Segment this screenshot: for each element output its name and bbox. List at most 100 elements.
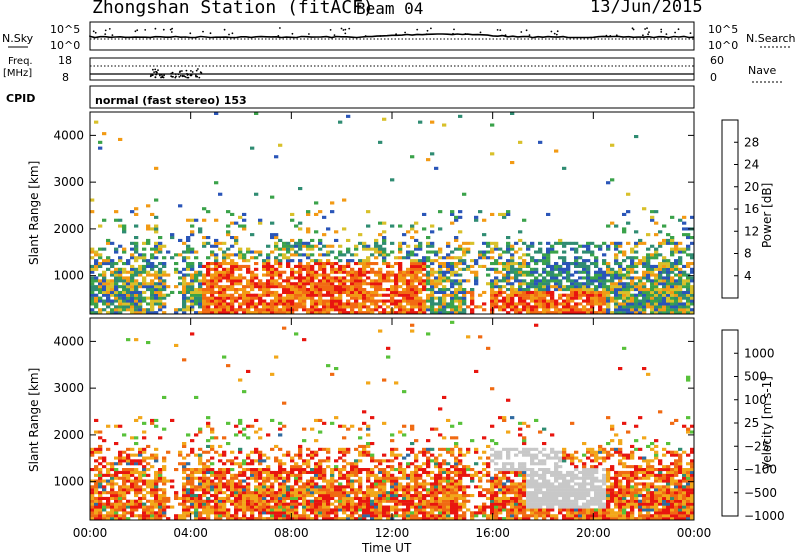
- velocity-cell: [318, 459, 323, 463]
- velocity-cell: [262, 476, 267, 480]
- power-cell: [542, 302, 547, 306]
- velocity-cell: [258, 473, 263, 477]
- velocity-cell: [214, 476, 219, 480]
- power-cell: [450, 210, 455, 214]
- velocity-cell: [378, 482, 383, 486]
- velocity-cell: [210, 488, 215, 492]
- power-cell: [562, 302, 567, 306]
- power-cell: [570, 262, 575, 266]
- nsky-point: [500, 34, 503, 37]
- velocity-cell: [430, 470, 435, 474]
- velocity-cell: [438, 470, 443, 474]
- power-cell: [462, 259, 467, 263]
- velocity-cell: [414, 494, 419, 498]
- power-cell: [402, 256, 407, 260]
- velocity-cell: [282, 326, 287, 330]
- power-cell: [590, 250, 595, 254]
- velocity-cell: [274, 496, 279, 500]
- power-cell: [186, 273, 191, 277]
- power-cell: [346, 279, 351, 283]
- power-cell: [190, 250, 195, 254]
- power-cell: [526, 293, 531, 297]
- velocity-cell: [190, 470, 195, 474]
- power-cell: [102, 276, 107, 280]
- power-cell: [250, 299, 255, 303]
- power-cell: [210, 279, 215, 283]
- power-cell: [554, 250, 559, 254]
- velocity-cell: [338, 476, 343, 480]
- velocity-cell: [510, 482, 515, 486]
- velocity-cell: [182, 470, 187, 474]
- velocity-cell: [94, 502, 99, 506]
- velocity-cell: [218, 476, 223, 480]
- velocity-cell: [530, 508, 535, 512]
- velocity-cell: [222, 453, 227, 457]
- power-cell: [382, 276, 387, 280]
- power-cell: [602, 293, 607, 297]
- velocity-cell: [178, 496, 183, 500]
- power-cell: [214, 279, 219, 283]
- power-cell: [118, 267, 123, 271]
- velocity-cell: [106, 511, 111, 515]
- velocity-cell: [222, 502, 227, 506]
- velocity-cell: [290, 473, 295, 477]
- power-cell: [362, 267, 367, 271]
- power-cell: [130, 282, 135, 286]
- power-cell: [194, 273, 199, 277]
- power-cell: [398, 250, 403, 254]
- nsky-point: [171, 27, 174, 30]
- velocity-cell: [518, 508, 523, 512]
- velocity-cell: [210, 470, 215, 474]
- velocity-cell: [134, 514, 139, 518]
- velocity-cell: [434, 485, 439, 489]
- velocity-cell: [502, 491, 507, 495]
- velocity-cell: [406, 511, 411, 515]
- velocity-cell: [454, 470, 459, 474]
- velocity-cell: [338, 473, 343, 477]
- power-cell: [142, 279, 147, 283]
- power-cell: [358, 233, 363, 237]
- power-cell: [98, 279, 103, 283]
- power-cell: [334, 299, 339, 303]
- velocity-cell: [114, 442, 119, 446]
- velocity-cell: [346, 485, 351, 489]
- power-cell: [210, 250, 215, 254]
- power-cell: [658, 244, 663, 248]
- velocity-cell: [266, 468, 271, 472]
- power-cell: [630, 264, 635, 268]
- power-cell: [474, 270, 479, 274]
- power-cell: [138, 285, 143, 289]
- velocity-cell: [298, 491, 303, 495]
- power-cell: [454, 273, 459, 277]
- velocity-cell: [494, 511, 499, 515]
- power-cell: [302, 302, 307, 306]
- power-cell: [598, 302, 603, 306]
- velocity-cell: [374, 511, 379, 515]
- velocity-cell: [222, 496, 227, 500]
- velocity-cell: [90, 494, 95, 498]
- power-cell: [186, 264, 191, 268]
- power-cell: [362, 259, 367, 263]
- power-cell: [374, 308, 379, 312]
- velocity-cell: [254, 430, 259, 434]
- velocity-cell: [234, 456, 239, 460]
- power-cell: [130, 241, 135, 245]
- velocity-cell: [142, 488, 147, 492]
- velocity-cell: [386, 491, 391, 495]
- power-cell: [578, 296, 583, 300]
- power-cell: [310, 302, 315, 306]
- power-cell: [370, 311, 375, 315]
- velocity-cell: [158, 468, 163, 472]
- velocity-cell: [194, 517, 199, 521]
- power-cell: [358, 285, 363, 289]
- velocity-cell: [338, 482, 343, 486]
- power-cell: [242, 256, 247, 260]
- velocity-cell: [386, 355, 391, 359]
- power-cell: [226, 262, 231, 266]
- velocity-cell: [358, 482, 363, 486]
- velocity-cell: [522, 517, 527, 521]
- power-cell: [278, 308, 283, 312]
- velocity-cell: [198, 427, 203, 431]
- velocity-cell: [446, 491, 451, 495]
- power-cell: [414, 290, 419, 294]
